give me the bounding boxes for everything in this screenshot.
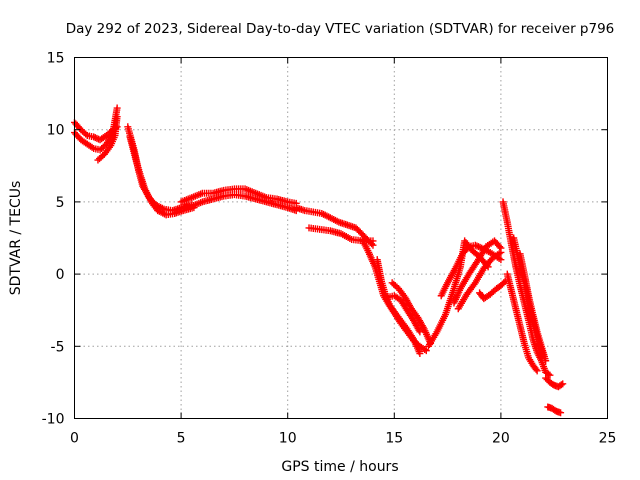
data-point <box>113 104 121 112</box>
data-points <box>71 104 567 417</box>
plot-frame <box>74 57 608 419</box>
data-point <box>557 409 565 417</box>
data-point <box>88 143 96 151</box>
data-point <box>113 113 121 121</box>
y-axis-label: SDTVAR / TECUs <box>8 181 24 296</box>
data-point <box>82 130 90 138</box>
axis-ticks: 0 5 10 15 20 25 -10 -5 0 5 10 15 <box>42 51 617 447</box>
x-tick-label: 0 <box>70 431 79 447</box>
data-point <box>545 370 553 378</box>
y-tick-label: 0 <box>56 267 65 283</box>
data-point <box>476 243 484 251</box>
y-tick-label: -5 <box>51 339 65 355</box>
data-point <box>497 248 505 256</box>
data-point <box>546 371 554 379</box>
data-point <box>91 134 99 142</box>
data-point <box>533 367 541 375</box>
grid <box>74 57 608 419</box>
data-point <box>416 328 424 336</box>
data-point <box>497 256 505 264</box>
y-tick-label: -10 <box>42 412 65 428</box>
data-point <box>369 237 377 245</box>
data-point <box>416 350 424 358</box>
x-tick-label: 10 <box>279 431 297 447</box>
data-point <box>422 347 430 355</box>
y-tick-label: 10 <box>47 123 65 139</box>
data-point <box>542 357 550 365</box>
chart-title: Day 292 of 2023, Sidereal Day-to-day VTE… <box>66 21 615 37</box>
x-tick-label: 20 <box>492 431 510 447</box>
data-point <box>500 279 508 287</box>
x-tick-label: 15 <box>385 431 403 447</box>
y-tick-label: 15 <box>47 51 65 67</box>
data-point <box>532 365 540 373</box>
data-point <box>496 243 504 251</box>
data-point <box>559 380 567 388</box>
x-axis-label: GPS time / hours <box>281 459 398 475</box>
data-point <box>557 381 565 389</box>
data-point <box>90 133 98 141</box>
x-tick-label: 25 <box>599 431 617 447</box>
data-point <box>421 346 429 354</box>
data-point <box>471 241 479 249</box>
x-tick-label: 5 <box>177 431 186 447</box>
data-point <box>473 242 481 250</box>
data-point <box>475 243 483 251</box>
y-tick-label: 5 <box>56 195 65 211</box>
